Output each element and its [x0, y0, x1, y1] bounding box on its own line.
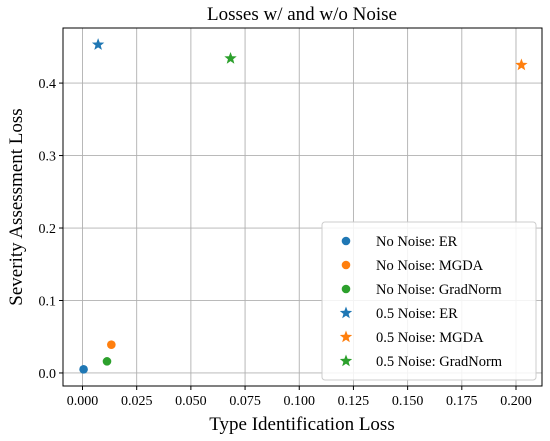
legend: No Noise: ER No Noise: MGDA No Noise: Grad…	[321, 221, 537, 381]
y-tick-label: 0.4	[39, 77, 57, 92]
data-points	[79, 38, 528, 374]
x-tick-label: 0.175	[446, 394, 478, 409]
grid	[63, 28, 542, 386]
data-point	[224, 51, 237, 64]
y-tick-label: 0.0	[39, 367, 57, 382]
legend-marker	[341, 260, 351, 270]
data-point	[91, 38, 105, 50]
legend-label: No Noise: MGDA	[376, 258, 484, 274]
legend-marker	[339, 330, 353, 343]
legend-marker	[339, 354, 353, 367]
x-tick-label: 0.075	[229, 394, 261, 409]
x-tick-label: 0.000	[67, 394, 99, 409]
legend-label: 0.5 Noise: MGDA	[376, 330, 484, 346]
data-point	[102, 357, 112, 366]
legend-marker	[341, 284, 351, 294]
legend-label: 0.5 Noise: GradNorm	[376, 354, 503, 370]
y-tick-label: 0.2	[39, 222, 57, 237]
legend-label: No Noise: ER	[376, 234, 458, 250]
legend-marker	[339, 306, 353, 319]
legend-marker	[341, 236, 351, 246]
x-tick-label: 0.150	[392, 394, 424, 409]
plot-frame	[62, 27, 543, 387]
y-axis-label: Severity Assessment Loss	[6, 108, 27, 305]
chart-title: Losses w/ and w/o Noise	[207, 4, 397, 25]
data-point	[107, 340, 116, 349]
y-tick-label: 0.1	[39, 294, 57, 309]
axis-ticks: 0.000 0.025 0.050 0.075 0.100 0.125 0.150 0.175…	[39, 77, 532, 409]
x-tick-label: 0.200	[500, 394, 532, 409]
x-tick-label: 0.050	[175, 394, 207, 409]
x-tick-label: 0.025	[121, 394, 153, 409]
legend-label: No Noise: GradNorm	[376, 282, 502, 298]
data-point	[79, 365, 88, 374]
data-point	[515, 58, 528, 71]
x-tick-label: 0.125	[338, 394, 370, 409]
y-tick-label: 0.3	[39, 150, 57, 165]
legend-label: 0.5 Noise: ER	[376, 306, 458, 322]
x-axis-label: Type Identification Loss	[209, 414, 394, 435]
x-tick-label: 0.100	[283, 394, 315, 409]
legend-box	[321, 221, 537, 381]
